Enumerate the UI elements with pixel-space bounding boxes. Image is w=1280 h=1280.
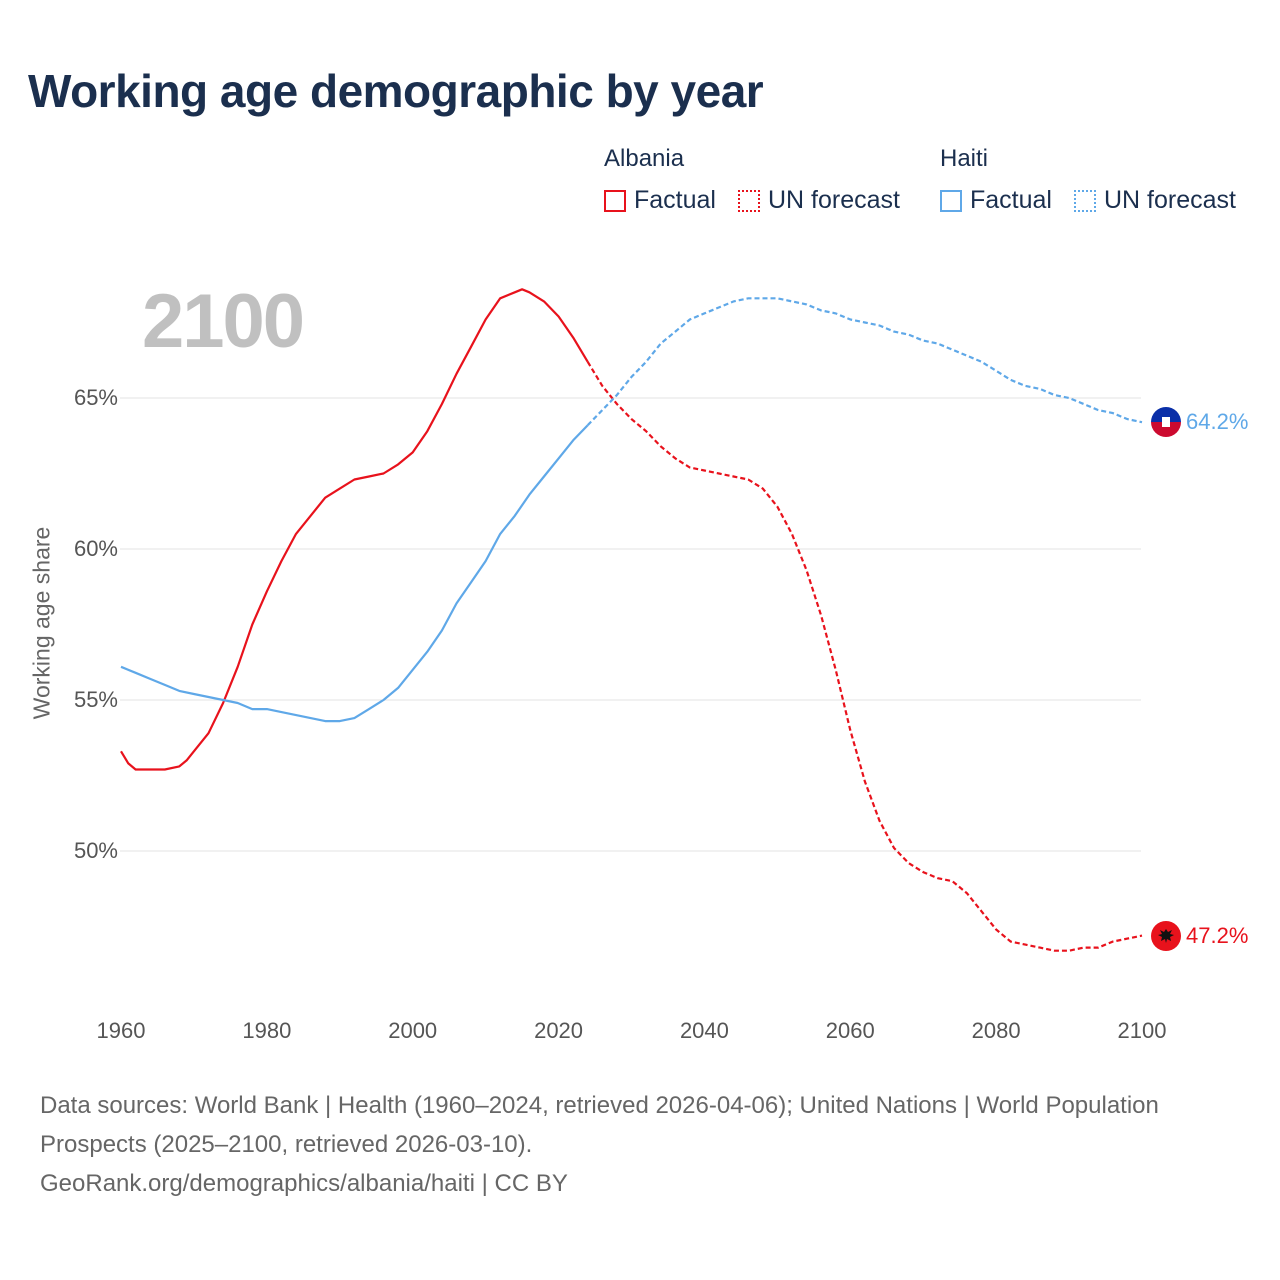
legend-albania-forecast[interactable]: UN forecast — [738, 186, 900, 215]
chart-title: Working age demographic by year — [28, 65, 764, 117]
x-tick-label: 2080 — [971, 1018, 1021, 1043]
y-tick-label: 55% — [73, 687, 118, 712]
haiti-flag-icon — [1151, 407, 1181, 438]
x-tick-label: 2060 — [825, 1018, 875, 1043]
x-tick-label: 2040 — [679, 1018, 729, 1043]
current-year-label: 2100 — [142, 279, 305, 364]
y-tick-label: 65% — [73, 385, 118, 410]
end-value-albania: 47.2% — [1186, 922, 1249, 948]
end-value-haiti: 64.2% — [1186, 409, 1249, 435]
series-line-albania-factual[interactable] — [120, 288, 589, 771]
legend-swatch-albania-forecast — [738, 189, 760, 212]
legend-label-haiti-forecast: UN forecast — [1104, 186, 1236, 214]
legend-country-albania: Albania — [604, 145, 685, 172]
legend-haiti-factual[interactable]: Factual — [940, 186, 1052, 215]
y-tick-label: 50% — [73, 838, 118, 863]
x-tick-label: 1980 — [242, 1018, 292, 1043]
legend-swatch-haiti-factual — [940, 189, 962, 212]
legend-label-albania-forecast: UN forecast — [768, 186, 900, 214]
footer: Data sources: World Bank | Health (1960–… — [40, 1086, 1220, 1203]
series-line-albania-forecast[interactable] — [586, 361, 1143, 952]
legend-label-albania-factual: Factual — [634, 186, 716, 214]
legend-albania-factual[interactable]: Factual — [604, 186, 716, 215]
x-tick-label: 2000 — [388, 1018, 438, 1043]
footer-sources: Data sources: World Bank | Health (1960–… — [40, 1092, 1159, 1158]
legend-label-haiti-factual: Factual — [970, 186, 1052, 214]
x-tick-label: 2100 — [1117, 1018, 1167, 1043]
legend-haiti-forecast[interactable]: UN forecast — [1074, 186, 1236, 215]
x-tick-label: 1960 — [96, 1018, 146, 1043]
legend-swatch-albania-factual — [604, 189, 626, 212]
series-line-haiti-factual[interactable] — [120, 424, 589, 723]
series-line-haiti-forecast[interactable] — [586, 297, 1143, 426]
y-tick-label: 60% — [73, 536, 118, 561]
legend-swatch-haiti-forecast — [1074, 189, 1096, 212]
legend-country-haiti: Haiti — [940, 145, 989, 172]
x-tick-label: 2020 — [534, 1018, 584, 1043]
footer-link[interactable]: GeoRank.org/demographics/albania/haiti |… — [40, 1170, 568, 1197]
albania-flag-icon — [1151, 920, 1181, 951]
